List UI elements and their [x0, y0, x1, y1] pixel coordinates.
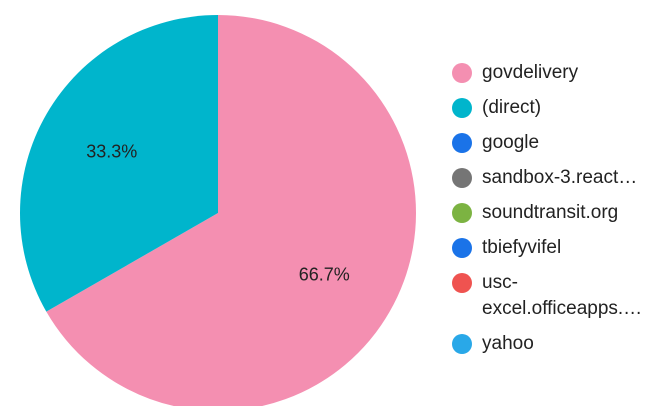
legend-swatch	[452, 133, 472, 153]
pie-slice-govdelivery[interactable]	[46, 15, 416, 406]
legend-swatch	[452, 98, 472, 118]
legend-label: yahoo	[482, 333, 534, 354]
legend-label: google	[482, 132, 540, 153]
legend-label: usc-excel.officeapps.…	[482, 272, 643, 319]
slice-percent-label: 33.3%	[86, 142, 137, 162]
legend-swatch	[452, 203, 472, 223]
legend-swatch	[452, 273, 472, 293]
legend-item[interactable]: google	[452, 130, 663, 156]
legend-label: govdelivery	[482, 62, 579, 83]
legend-label: soundtransit.org	[482, 202, 619, 223]
legend-label: sandbox-3.react…	[482, 167, 638, 188]
legend-item[interactable]: tbiefyvifel	[452, 235, 663, 261]
legend-item[interactable]: yahoo	[452, 331, 663, 357]
legend-swatch	[452, 334, 472, 354]
legend-item[interactable]: soundtransit.org	[452, 200, 663, 226]
legend-item[interactable]: usc-excel.officeapps.…	[452, 270, 663, 322]
legend-swatch	[452, 168, 472, 188]
legend-swatch	[452, 238, 472, 258]
legend-swatch	[452, 63, 472, 83]
legend-item[interactable]: sandbox-3.react…	[452, 165, 663, 191]
pie-slice-direct[interactable]	[19, 15, 219, 312]
legend-label: (direct)	[482, 97, 542, 118]
slice-percent-label: 66.7%	[299, 264, 350, 284]
legend: govdelivery (direct) google sandbox-3.re…	[452, 60, 663, 366]
legend-item[interactable]: (direct)	[452, 95, 663, 121]
legend-label: tbiefyvifel	[482, 237, 562, 258]
pie-plot: 66.7% 33.3%	[19, 15, 416, 406]
legend-item[interactable]: govdelivery	[452, 60, 663, 86]
